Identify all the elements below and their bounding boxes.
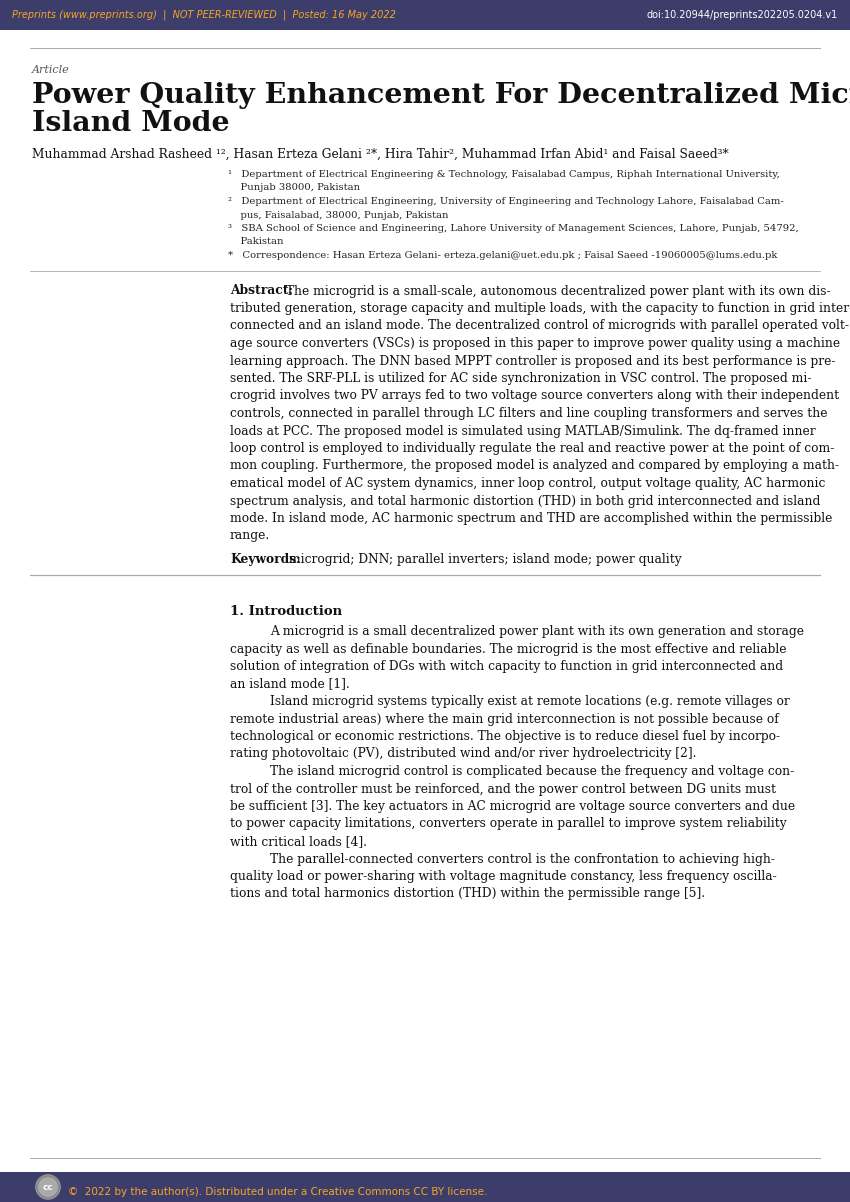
Text: ¹   Department of Electrical Engineering & Technology, Faisalabad Campus, Riphah: ¹ Department of Electrical Engineering &… xyxy=(228,169,779,179)
Text: trol of the controller must be reinforced, and the power control between DG unit: trol of the controller must be reinforce… xyxy=(230,783,776,796)
Text: cc: cc xyxy=(42,1183,54,1191)
Bar xyxy=(0,0,850,30)
Text: range.: range. xyxy=(230,530,270,542)
Text: be sufficient [3]. The key actuators in AC microgrid are voltage source converte: be sufficient [3]. The key actuators in … xyxy=(230,801,795,813)
Text: pus, Faisalabad, 38000, Punjab, Pakistan: pus, Faisalabad, 38000, Punjab, Pakistan xyxy=(228,210,449,220)
Text: to power capacity limitations, converters operate in parallel to improve system : to power capacity limitations, converter… xyxy=(230,817,786,831)
Text: connected and an island mode. The decentralized control of microgrids with paral: connected and an island mode. The decent… xyxy=(230,320,849,333)
Text: Island Mode: Island Mode xyxy=(32,111,230,137)
Text: Island microgrid systems typically exist at remote locations (e.g. remote villag: Island microgrid systems typically exist… xyxy=(270,695,790,708)
Text: loop control is employed to individually regulate the real and reactive power at: loop control is employed to individually… xyxy=(230,442,835,456)
Text: mon coupling. Furthermore, the proposed model is analyzed and compared by employ: mon coupling. Furthermore, the proposed … xyxy=(230,459,839,472)
Text: microgrid; DNN; parallel inverters; island mode; power quality: microgrid; DNN; parallel inverters; isla… xyxy=(285,553,682,566)
Text: quality load or power-sharing with voltage magnitude constancy, less frequency o: quality load or power-sharing with volta… xyxy=(230,870,777,883)
Text: capacity as well as definable boundaries. The microgrid is the most effective an: capacity as well as definable boundaries… xyxy=(230,643,786,655)
Text: A microgrid is a small decentralized power plant with its own generation and sto: A microgrid is a small decentralized pow… xyxy=(270,625,804,638)
Text: Abstract:: Abstract: xyxy=(230,285,293,298)
Text: crogrid involves two PV arrays fed to two voltage source converters along with t: crogrid involves two PV arrays fed to tw… xyxy=(230,389,839,403)
Text: tributed generation, storage capacity and multiple loads, with the capacity to f: tributed generation, storage capacity an… xyxy=(230,302,850,315)
Text: Punjab 38000, Pakistan: Punjab 38000, Pakistan xyxy=(228,184,360,192)
Text: tions and total harmonics distortion (THD) within the permissible range [5].: tions and total harmonics distortion (TH… xyxy=(230,887,706,900)
Text: The island microgrid control is complicated because the frequency and voltage co: The island microgrid control is complica… xyxy=(270,764,794,778)
Text: learning approach. The DNN based MPPT controller is proposed and its best perfor: learning approach. The DNN based MPPT co… xyxy=(230,355,836,368)
Text: mode. In island mode, AC harmonic spectrum and THD are accomplished within the p: mode. In island mode, AC harmonic spectr… xyxy=(230,512,832,525)
Text: Preprints (www.preprints.org)  |  NOT PEER-REVIEWED  |  Posted: 16 May 2022: Preprints (www.preprints.org) | NOT PEER… xyxy=(12,10,396,20)
Text: Keywords:: Keywords: xyxy=(230,553,301,566)
Text: sented. The SRF-PLL is utilized for AC side synchronization in VSC control. The : sented. The SRF-PLL is utilized for AC s… xyxy=(230,371,812,385)
Text: technological or economic restrictions. The objective is to reduce diesel fuel b: technological or economic restrictions. … xyxy=(230,730,780,743)
Text: controls, connected in parallel through LC filters and line coupling transformer: controls, connected in parallel through … xyxy=(230,407,828,419)
Text: rating photovoltaic (PV), distributed wind and/or river hydroelectricity [2].: rating photovoltaic (PV), distributed wi… xyxy=(230,748,696,761)
Text: Pakistan: Pakistan xyxy=(228,238,284,246)
Text: Article: Article xyxy=(32,65,70,75)
Text: doi:10.20944/preprints202205.0204.v1: doi:10.20944/preprints202205.0204.v1 xyxy=(647,10,838,20)
Text: age source converters (VSCs) is proposed in this paper to improve power quality : age source converters (VSCs) is proposed… xyxy=(230,337,840,350)
Text: 1. Introduction: 1. Introduction xyxy=(230,605,342,618)
Text: spectrum analysis, and total harmonic distortion (THD) in both grid interconnect: spectrum analysis, and total harmonic di… xyxy=(230,494,820,507)
Text: loads at PCC. The proposed model is simulated using MATLAB/Simulink. The dq-fram: loads at PCC. The proposed model is simu… xyxy=(230,424,816,438)
Text: solution of integration of DGs with witch capacity to function in grid interconn: solution of integration of DGs with witc… xyxy=(230,660,783,673)
Text: remote industrial areas) where the main grid interconnection is not possible bec: remote industrial areas) where the main … xyxy=(230,713,779,726)
Text: ²   Department of Electrical Engineering, University of Engineering and Technolo: ² Department of Electrical Engineering, … xyxy=(228,197,784,206)
Text: Muhammad Arshad Rasheed ¹², Hasan Erteza Gelani ²*, Hira Tahir², Muhammad Irfan : Muhammad Arshad Rasheed ¹², Hasan Erteza… xyxy=(32,148,728,161)
Text: The microgrid is a small-scale, autonomous decentralized power plant with its ow: The microgrid is a small-scale, autonomo… xyxy=(282,285,830,298)
Text: The parallel-connected converters control is the confrontation to achieving high: The parallel-connected converters contro… xyxy=(270,852,775,865)
Bar xyxy=(0,1172,850,1202)
Text: with critical loads [4].: with critical loads [4]. xyxy=(230,835,367,847)
Text: ematical model of AC system dynamics, inner loop control, output voltage quality: ematical model of AC system dynamics, in… xyxy=(230,477,825,490)
Text: ³   SBA School of Science and Engineering, Lahore University of Management Scien: ³ SBA School of Science and Engineering,… xyxy=(228,224,799,233)
Text: ©  2022 by the author(s). Distributed under a Creative Commons CC BY license.: © 2022 by the author(s). Distributed und… xyxy=(68,1188,487,1197)
Text: *   Correspondence: Hasan Erteza Gelani- erteza.gelani@uet.edu.pk ; Faisal Saeed: * Correspondence: Hasan Erteza Gelani- e… xyxy=(228,251,778,260)
Text: an island mode [1].: an island mode [1]. xyxy=(230,678,349,690)
Text: Power Quality Enhancement For Decentralized Microgrids in: Power Quality Enhancement For Decentrali… xyxy=(32,82,850,109)
Circle shape xyxy=(36,1176,60,1200)
